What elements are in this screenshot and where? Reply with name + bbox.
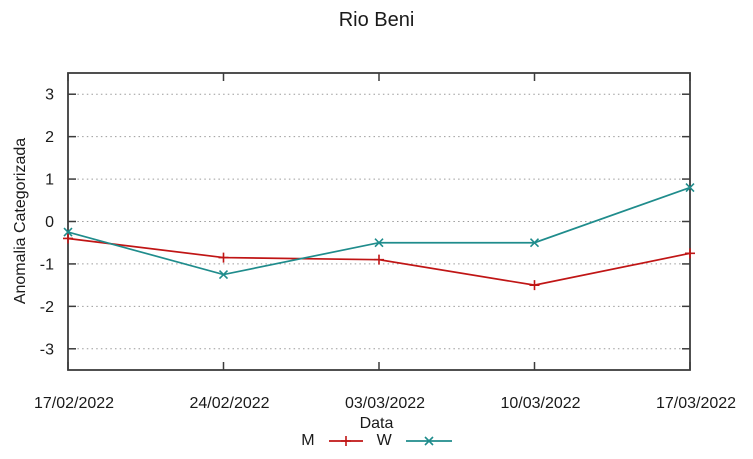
legend-item-W: W <box>377 432 452 450</box>
series-W-marker <box>685 182 695 193</box>
plot-border <box>67 72 691 371</box>
legend-label: M <box>301 432 315 449</box>
chart-title: Rio Beni <box>338 9 415 31</box>
y-tick-label: 3 <box>45 87 54 104</box>
x-tick-label: 17/02/2022 <box>34 395 114 412</box>
x-tick-label: 03/03/2022 <box>345 395 425 412</box>
plus-marker-icon <box>328 436 363 446</box>
legend-item-M: M <box>301 432 363 450</box>
series-M-marker <box>218 252 229 263</box>
series-M-marker <box>374 254 384 265</box>
series-W-marker <box>63 227 73 237</box>
series-W-marker <box>529 238 540 248</box>
y-tick-label: -2 <box>40 299 54 316</box>
y-tick-label: 1 <box>45 172 54 189</box>
x-tick-label: 24/02/2022 <box>189 395 269 412</box>
series-M-marker <box>63 233 73 244</box>
x-axis-label: Data <box>359 415 394 432</box>
legend-label: W <box>376 432 392 449</box>
series-W-marker <box>218 269 229 280</box>
x-tick-label: 17/03/2022 <box>656 395 736 412</box>
x-tick-label: 10/03/2022 <box>500 395 580 412</box>
series-M-marker <box>529 280 540 291</box>
y-tick-label: -1 <box>40 256 54 273</box>
series-M-marker <box>685 248 695 259</box>
y-tick-label: -3 <box>40 341 54 358</box>
cross-marker-icon <box>405 436 452 446</box>
y-tick-label: 0 <box>45 214 54 231</box>
series-W-marker <box>374 238 384 248</box>
y-tick-label: 2 <box>45 129 54 146</box>
